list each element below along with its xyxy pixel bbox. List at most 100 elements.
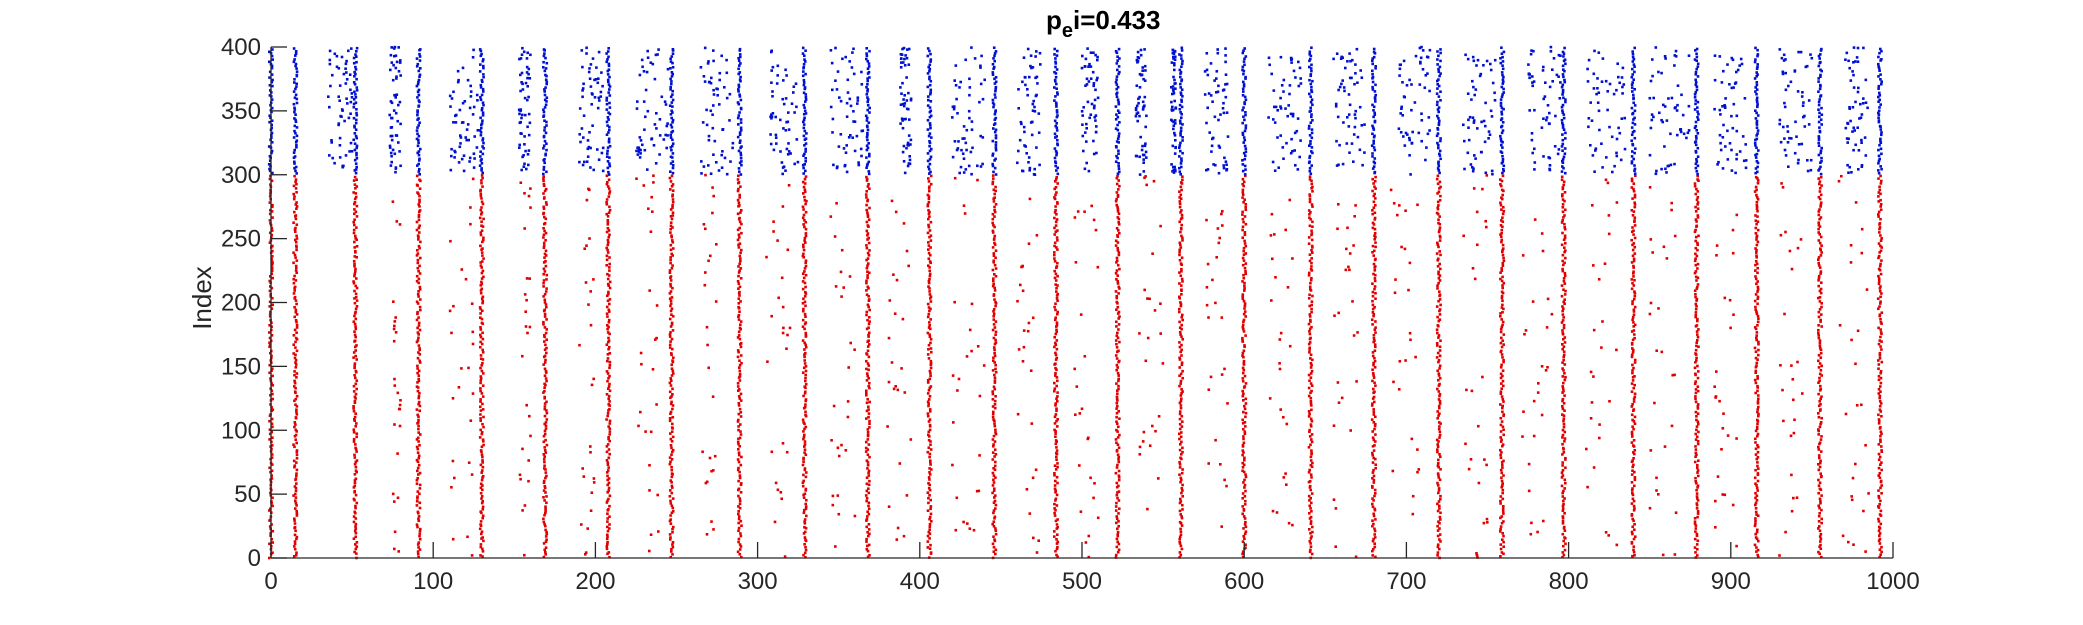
excitatory-spike (1849, 244, 1853, 247)
excitatory-spike (292, 352, 295, 355)
excitatory-spike (354, 369, 358, 373)
excitatory-spike (1819, 318, 1822, 322)
excitatory-spike (608, 504, 611, 508)
excitatory-spike (738, 285, 742, 289)
excitatory-spike (1074, 261, 1078, 264)
excitatory-spike (268, 231, 272, 235)
excitatory-spike (1878, 339, 1882, 342)
inhibitory-spike (270, 131, 274, 135)
excitatory-spike (804, 373, 807, 377)
excitatory-spike (1373, 218, 1377, 221)
excitatory-spike (1715, 244, 1719, 247)
inhibitory-spike (416, 144, 420, 148)
excitatory-spike (1054, 430, 1057, 433)
excitatory-spike (926, 353, 930, 356)
excitatory-spike (1055, 330, 1058, 333)
excitatory-spike (1721, 493, 1724, 496)
excitatory-spike (353, 289, 356, 293)
excitatory-spike (415, 279, 419, 283)
excitatory-spike (1180, 209, 1183, 212)
excitatory-spike (1818, 529, 1822, 533)
excitatory-spike (1242, 427, 1245, 431)
excitatory-spike (1180, 363, 1184, 367)
excitatory-spike (293, 210, 296, 214)
inhibitory-spike (544, 73, 547, 77)
excitatory-spike (1374, 463, 1377, 466)
excitatory-spike (1818, 266, 1822, 269)
excitatory-spike (1180, 516, 1184, 520)
excitatory-spike (1560, 178, 1564, 182)
excitatory-spike (1695, 356, 1698, 360)
excitatory-spike (292, 343, 295, 346)
excitatory-spike (994, 552, 997, 556)
excitatory-spike (544, 476, 547, 480)
excitatory-spike (1604, 178, 1608, 182)
excitatory-spike (1499, 543, 1502, 546)
excitatory-spike (1371, 461, 1375, 464)
excitatory-spike (1877, 363, 1881, 366)
excitatory-spike (1817, 478, 1820, 482)
excitatory-spike (480, 478, 484, 482)
excitatory-spike (740, 209, 743, 212)
excitatory-spike (268, 432, 272, 436)
excitatory-spike (1502, 210, 1506, 213)
excitatory-spike (832, 404, 836, 408)
excitatory-spike (1633, 336, 1636, 340)
inhibitory-spike (542, 48, 546, 51)
excitatory-spike (1818, 362, 1822, 365)
excitatory-spike (1115, 320, 1118, 324)
excitatory-spike (1437, 414, 1440, 417)
excitatory-spike (1880, 360, 1884, 364)
inhibitory-spike (543, 129, 546, 132)
excitatory-spike (1243, 266, 1247, 270)
excitatory-spike (1696, 283, 1700, 286)
excitatory-spike (1729, 326, 1732, 330)
excitatory-spike (1879, 381, 1883, 385)
excitatory-spike (1438, 522, 1441, 525)
inhibitory-spike (606, 160, 610, 163)
excitatory-spike (736, 440, 740, 444)
excitatory-spike (1054, 177, 1058, 181)
excitatory-spike (804, 403, 807, 406)
excitatory-spike (1695, 492, 1699, 495)
excitatory-spike (271, 397, 274, 401)
excitatory-spike (417, 215, 421, 218)
excitatory-spike (607, 274, 611, 277)
excitatory-spike (1435, 438, 1439, 442)
inhibitory-spike (352, 138, 355, 142)
inhibitory-spike (545, 61, 549, 65)
excitatory-spike (607, 336, 610, 340)
excitatory-spike (865, 499, 868, 503)
excitatory-spike (1756, 198, 1760, 201)
excitatory-spike (1499, 499, 1502, 503)
excitatory-spike (1561, 509, 1565, 512)
excitatory-spike (801, 287, 805, 291)
excitatory-spike (668, 297, 672, 300)
inhibitory-spike (542, 172, 545, 176)
excitatory-spike (803, 190, 807, 194)
excitatory-spike (1820, 251, 1823, 254)
excitatory-spike (867, 368, 870, 372)
excitatory-spike (804, 220, 808, 224)
excitatory-spike (927, 197, 931, 201)
excitatory-spike (588, 237, 591, 240)
excitatory-spike (417, 344, 421, 347)
excitatory-spike (738, 359, 741, 362)
excitatory-spike (737, 494, 740, 498)
excitatory-spike (928, 210, 931, 214)
excitatory-spike (606, 315, 609, 318)
excitatory-spike (584, 281, 588, 284)
excitatory-spike (1561, 385, 1564, 388)
excitatory-spike (1561, 186, 1565, 189)
excitatory-spike (1819, 348, 1823, 352)
excitatory-spike (1817, 213, 1821, 217)
excitatory-spike (1817, 334, 1820, 337)
excitatory-spike (393, 530, 397, 534)
excitatory-spike (479, 449, 483, 452)
excitatory-spike (417, 369, 421, 373)
excitatory-spike (480, 277, 484, 280)
excitatory-spike (1631, 226, 1634, 229)
excitatory-spike (1180, 491, 1183, 495)
excitatory-spike (928, 522, 932, 526)
excitatory-spike (902, 222, 906, 225)
